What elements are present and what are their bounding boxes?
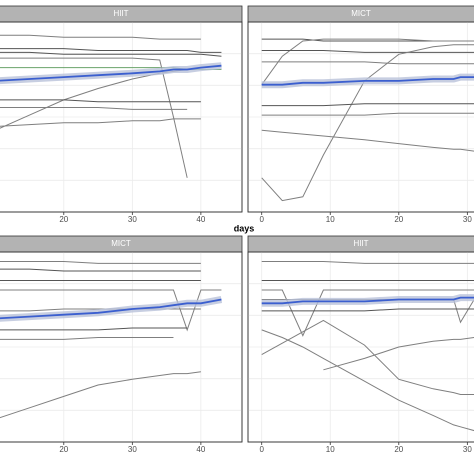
series-line	[0, 327, 188, 331]
x-axis-label: days	[234, 223, 255, 233]
strip-title: HIIT	[113, 9, 128, 18]
x-tick-label: 10	[326, 445, 335, 454]
series-line	[0, 51, 222, 57]
strip-title: MICT	[351, 9, 371, 18]
x-tick-label: 0	[259, 215, 264, 224]
strip-title: HIIT	[353, 239, 368, 248]
series-line	[0, 48, 222, 53]
fit-line	[261, 296, 474, 305]
series-line	[0, 289, 222, 332]
series-line	[0, 34, 201, 40]
x-tick-label: 30	[128, 215, 137, 224]
series-line	[261, 44, 474, 202]
series-line	[0, 99, 201, 103]
x-tick-label: 20	[394, 215, 403, 224]
series-line	[261, 329, 474, 432]
series-line	[0, 57, 188, 178]
series-line	[261, 308, 474, 312]
series-line	[261, 61, 474, 65]
panel-border	[0, 21, 243, 213]
series-line	[0, 118, 201, 127]
x-tick-label: 20	[59, 215, 68, 224]
series-line	[261, 50, 474, 53]
series-line	[261, 261, 474, 264]
series-line	[261, 112, 474, 116]
series-line	[323, 337, 474, 371]
x-tick-label: 30	[128, 445, 137, 454]
series-line	[0, 268, 201, 272]
x-tick-label: 40	[196, 215, 205, 224]
panel-border	[247, 21, 474, 213]
x-tick-label: 0	[259, 445, 264, 454]
fit-line	[261, 76, 474, 86]
fit-line	[0, 64, 222, 82]
series-line	[0, 107, 188, 110]
x-tick-label: 30	[463, 215, 472, 224]
series-line	[0, 371, 201, 419]
series-line	[0, 337, 174, 340]
x-tick-label: 30	[463, 445, 472, 454]
strip-title: MICT	[111, 239, 131, 248]
x-tick-label: 20	[394, 445, 403, 454]
fit-line	[0, 298, 222, 320]
x-tick-label: 10	[326, 215, 335, 224]
series-line	[0, 261, 201, 264]
series-line	[261, 38, 474, 85]
series-line	[261, 103, 474, 107]
x-tick-label: 20	[59, 445, 68, 454]
series-line	[261, 289, 474, 337]
series-line	[261, 129, 474, 152]
panel-border	[247, 251, 474, 443]
panel-border	[0, 251, 243, 443]
x-tick-label: 40	[196, 445, 205, 454]
series-line	[261, 319, 474, 395]
